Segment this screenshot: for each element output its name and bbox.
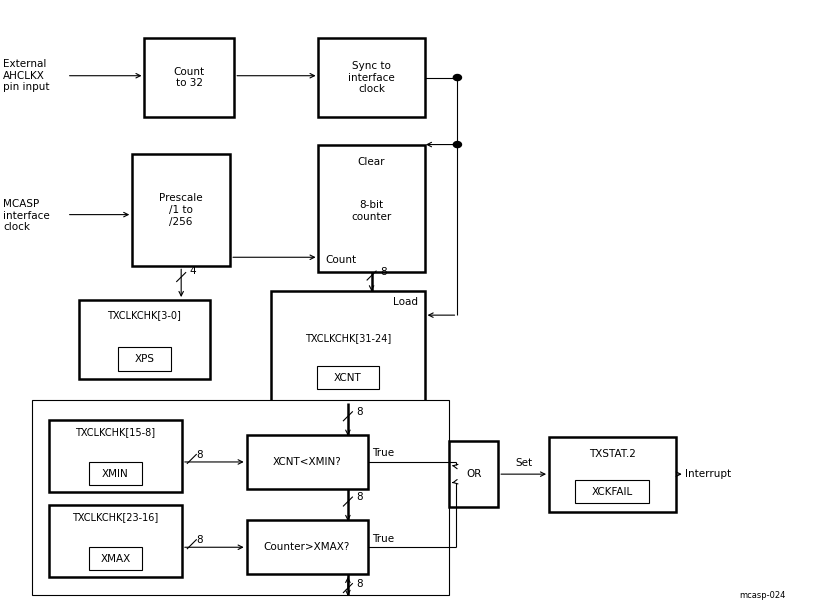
FancyBboxPatch shape — [79, 300, 210, 379]
Circle shape — [453, 75, 461, 81]
FancyBboxPatch shape — [318, 144, 424, 272]
Text: TXCLKCHK[3-0]: TXCLKCHK[3-0] — [107, 310, 181, 320]
FancyBboxPatch shape — [548, 437, 675, 512]
Text: TXCLKCHK[23-16]: TXCLKCHK[23-16] — [72, 512, 158, 523]
FancyBboxPatch shape — [449, 441, 498, 507]
Text: MCASP
interface
clock: MCASP interface clock — [3, 200, 50, 233]
Text: Prescale
/1 to
/256: Prescale /1 to /256 — [159, 193, 203, 226]
Text: XMIN: XMIN — [102, 469, 129, 479]
Text: True: True — [371, 449, 393, 458]
FancyBboxPatch shape — [247, 520, 367, 574]
Text: 8: 8 — [197, 450, 203, 460]
Text: XMAX: XMAX — [100, 554, 130, 564]
FancyBboxPatch shape — [48, 420, 182, 492]
Text: 8: 8 — [355, 407, 362, 417]
Text: Set: Set — [514, 458, 532, 468]
Text: External
AHCLKX
pin input: External AHCLKX pin input — [3, 59, 49, 92]
Text: Count
to 32: Count to 32 — [174, 67, 205, 88]
Text: Counter>XMAX?: Counter>XMAX? — [264, 542, 350, 552]
FancyBboxPatch shape — [575, 480, 649, 504]
Text: XCNT: XCNT — [333, 373, 361, 383]
FancyBboxPatch shape — [318, 38, 424, 117]
FancyBboxPatch shape — [88, 547, 142, 570]
Text: Load: Load — [392, 297, 418, 307]
Text: XCNT<XMIN?: XCNT<XMIN? — [273, 457, 341, 467]
Text: TXCLKCHK[31-24]: TXCLKCHK[31-24] — [305, 333, 391, 343]
Text: mcasp-024: mcasp-024 — [739, 591, 785, 600]
Circle shape — [453, 141, 461, 147]
FancyBboxPatch shape — [317, 367, 378, 389]
Text: OR: OR — [465, 469, 481, 479]
Text: 8: 8 — [379, 267, 386, 277]
Text: 4: 4 — [189, 266, 196, 276]
FancyBboxPatch shape — [33, 400, 449, 595]
FancyBboxPatch shape — [144, 38, 234, 117]
Text: TXSTAT.2: TXSTAT.2 — [588, 449, 635, 459]
Text: Count: Count — [324, 255, 355, 266]
Text: 8: 8 — [355, 492, 362, 502]
FancyBboxPatch shape — [247, 435, 367, 489]
FancyBboxPatch shape — [88, 462, 142, 485]
FancyBboxPatch shape — [118, 348, 170, 371]
Text: XPS: XPS — [134, 354, 154, 364]
Text: Clear: Clear — [357, 157, 385, 166]
Text: 8: 8 — [355, 580, 362, 589]
Text: Sync to
interface
clock: Sync to interface clock — [348, 61, 395, 94]
Text: XCKFAIL: XCKFAIL — [591, 487, 632, 497]
FancyBboxPatch shape — [132, 154, 230, 266]
Text: TXCLKCHK[15-8]: TXCLKCHK[15-8] — [75, 427, 156, 437]
FancyBboxPatch shape — [48, 506, 182, 577]
Text: Interrupt: Interrupt — [684, 469, 730, 479]
FancyBboxPatch shape — [271, 291, 424, 403]
Text: 8-bit
counter: 8-bit counter — [351, 200, 391, 222]
Text: 8: 8 — [197, 535, 203, 545]
Text: True: True — [371, 534, 393, 543]
